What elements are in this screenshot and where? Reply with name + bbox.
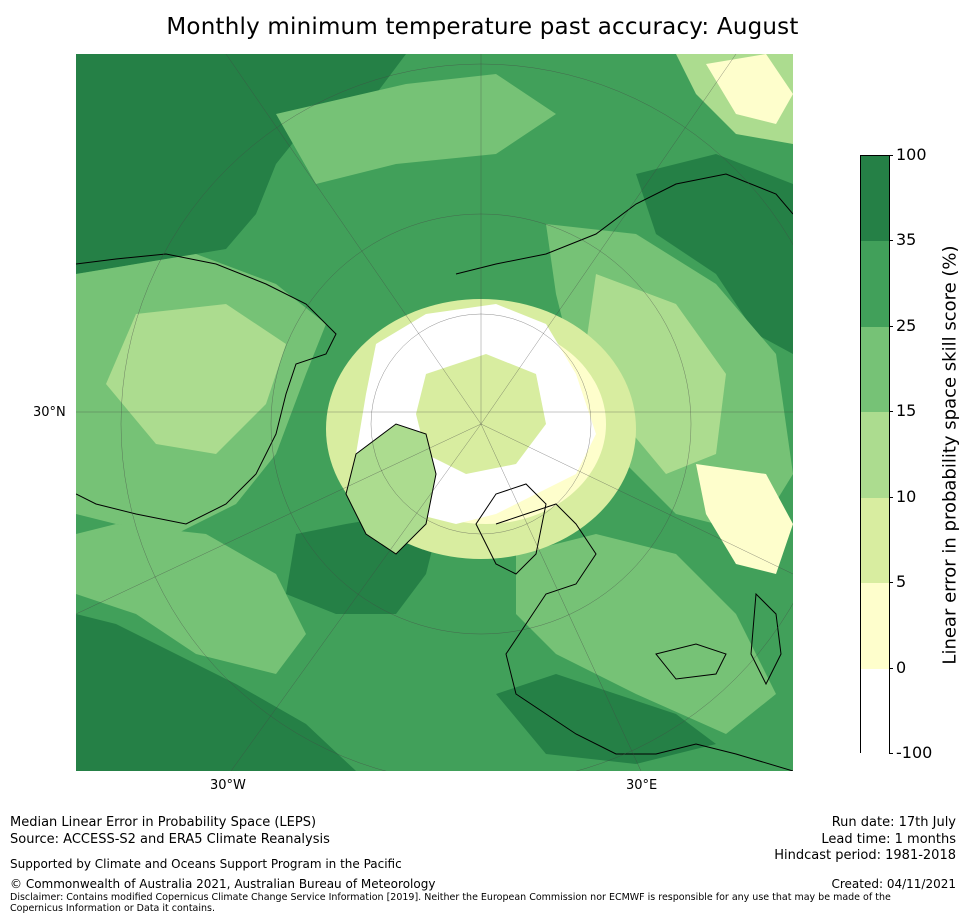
colorbar-tick-label: 25 [896, 315, 917, 335]
colorbar-segment [861, 497, 889, 584]
canada-light-green [106, 304, 286, 454]
footer-support: Supported by Climate and Oceans Support … [10, 857, 402, 871]
colorbar-tick-mark [889, 753, 893, 754]
colorbar-tick-label: 100 [896, 145, 927, 164]
siberia-dark-region [636, 154, 793, 354]
footer-disclaimer: Disclaimer: Contains modified Copernicus… [10, 892, 891, 914]
footer-hindcast: Hindcast period: 1981-2018 [774, 848, 956, 863]
scandinavia-coastline [475, 483, 547, 575]
north-america-coastline [76, 253, 337, 525]
skill-score-map [76, 54, 793, 771]
europe-coastline [495, 503, 793, 771]
graticule-meridian-60w [76, 423, 482, 615]
colorbar-tick-mark [889, 667, 893, 669]
colorbar-segment [861, 583, 889, 669]
europe-mid-green [516, 534, 776, 734]
graticule-meridian-60e [480, 423, 793, 575]
colorbar-segment [861, 412, 889, 498]
colorbar-segment [861, 668, 889, 754]
colorbar-tick-mark [889, 155, 893, 156]
graticule-meridian-120w [225, 54, 482, 425]
colorbar-label: Linear error in probability space skill … [939, 245, 961, 665]
colorbar-tick-mark [889, 240, 893, 242]
colorbar-segment [861, 241, 889, 327]
southwest-mid-green [76, 524, 306, 674]
colorbar-tick-label: 15 [896, 401, 917, 421]
colorbar-tick-label: 10 [896, 486, 917, 506]
colorbar-tick-label: -100 [896, 743, 933, 762]
colorbar-tick-label: 35 [896, 230, 917, 250]
colorbar-tick-mark [889, 582, 893, 584]
colorbar [860, 155, 890, 754]
colorbar-tick-label: 5 [896, 572, 907, 592]
east-pacific-dark-region [76, 614, 356, 771]
footer-lead-time: Lead time: 1 months [821, 832, 956, 847]
map-canvas [76, 54, 793, 771]
colorbar-tick-label: 0 [896, 657, 907, 677]
chart-title: Monthly minimum temperature past accurac… [166, 14, 799, 40]
black-sea-outline [655, 643, 727, 680]
lat-label-30n: 30°N [33, 405, 66, 420]
graticule-meridian-30w [230, 423, 482, 771]
footer-run-date: Run date: 17th July [831, 815, 956, 830]
northeast-cream-patch [706, 54, 793, 124]
pacific-north-mid-green [276, 74, 556, 184]
siberia-cream-patch [696, 464, 793, 574]
colorbar-tick-mark [889, 496, 893, 498]
colorbar-segment [861, 326, 889, 413]
graticule-meridian-30e [480, 423, 642, 771]
graticule-meridian-120e [480, 54, 737, 425]
eurasia-coastline [455, 173, 793, 275]
colorbar-tick-mark [889, 325, 893, 327]
greenland-landmass [345, 423, 437, 555]
caspian-sea-outline [750, 592, 782, 686]
footer-source: Source: ACCESS-S2 and ERA5 Climate Reana… [10, 832, 330, 847]
footer-copyright: © Commonwealth of Australia 2021, Austra… [10, 877, 436, 891]
colorbar-tick-mark [889, 411, 893, 413]
lon-label-30w: 30°W [210, 778, 246, 793]
footer-created: Created: 04/11/2021 [831, 877, 956, 891]
mediterranean-dark-region [496, 674, 716, 764]
lon-label-30e: 30°E [626, 778, 658, 793]
footer-method: Median Linear Error in Probability Space… [10, 815, 317, 830]
colorbar-segment [861, 156, 889, 242]
